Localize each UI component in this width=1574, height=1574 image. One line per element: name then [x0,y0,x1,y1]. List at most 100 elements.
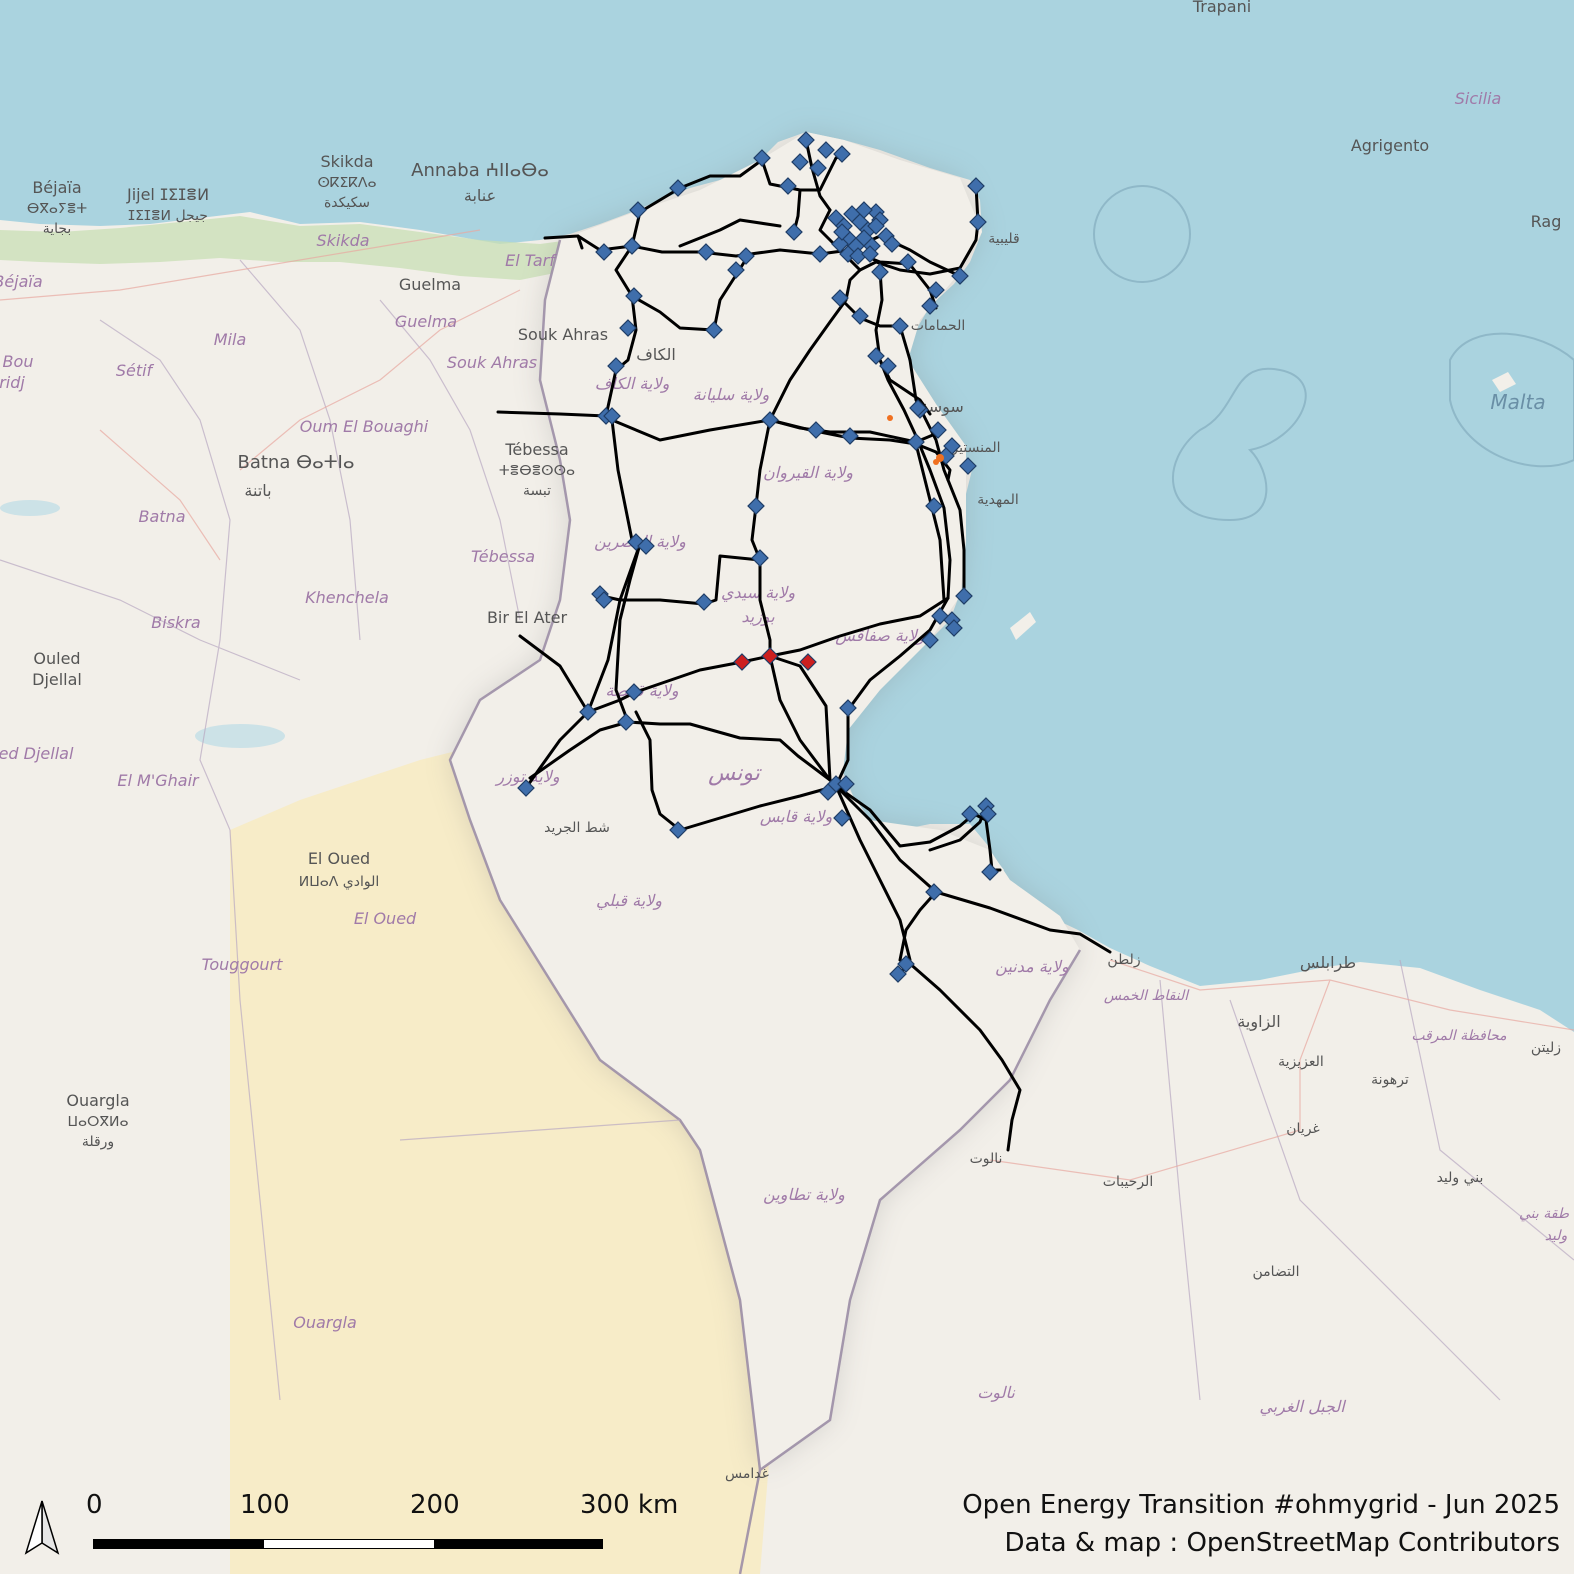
place-label: Guelma [395,312,457,331]
substations [517,131,999,983]
substation-highlight-marker [761,647,779,665]
substation-marker [779,177,797,195]
place-label: Bou [3,352,34,371]
plants [887,415,944,465]
substation-marker [841,427,859,445]
north-arrow-icon [24,1500,60,1555]
place-label: Tébessa [471,547,535,566]
place-label: باتنة [244,481,271,500]
substation-marker [595,243,613,261]
substation-marker [785,223,803,241]
substation-marker [891,317,909,335]
substation-marker [929,421,947,439]
scale-segment [94,1540,264,1548]
scale-segment [434,1540,602,1548]
substation-marker [981,863,999,881]
place-labels: Trapani Sicilia Agrigento Rag Malta Béjaïa ⴱⴳⴰ… [0,0,1570,1482]
place-label: ولاية القيروان [763,463,853,482]
substation-marker [517,779,535,797]
place-label: Ouargla [293,1313,357,1332]
scale-label-100: 100 [240,1490,290,1520]
substation-marker [907,433,925,451]
place-label: سكيكدة [324,195,370,211]
place-label: Batna [139,507,186,526]
place-label: العزيزية [1278,1054,1324,1070]
substation-marker [697,243,715,261]
substation-marker [819,783,837,801]
place-label: الكاف [636,345,676,364]
substation-marker [961,805,979,823]
place-label: Souk Ahras [518,325,608,344]
place-label: ولاية قابس [760,807,833,826]
place-label: ولاية سليانة [693,385,770,404]
substation-marker [955,587,973,605]
place-label: نالوت [970,1151,1003,1167]
place-label: طرابلس [1300,953,1356,973]
place-label: ولاية تطاوين [763,1185,845,1204]
substation-marker [897,955,915,973]
place-label: El M'Ghair [117,771,200,790]
place-label: نالوت [977,1383,1015,1402]
substation-marker [855,201,873,219]
substation-marker [831,235,849,253]
place-label: Djellal [32,670,82,689]
substation-marker [925,883,943,901]
sea-mediterranean [0,0,1574,1032]
credit-title: Open Energy Transition #ohmygrid - Jun 2… [962,1490,1560,1520]
place-label: شط الجريد [544,820,610,836]
place-label: Biskra [151,613,200,632]
substation-marker [921,631,939,649]
place-label: Ouled [33,649,80,668]
substation-marker [747,497,765,515]
place-label: بجاية [43,221,72,237]
place-label: زليتن [1531,1040,1561,1056]
place-label: Tébessa [504,440,568,459]
substation-highlight-marker [733,653,751,671]
substation-marker [669,821,687,839]
place-label: ed Djellal [0,744,74,763]
substation-marker [945,619,963,637]
substation-marker [751,549,769,567]
substation-marker [925,497,943,515]
substation-marker [669,179,687,197]
substation-marker [831,289,849,307]
substation-marker [811,245,829,263]
scale-label-0: 0 [86,1490,103,1520]
place-label: ⵙⴽⵉⴽⴷⴰ [317,175,376,191]
place-label: Guelma [399,275,461,294]
place-label: وليد [1545,1228,1568,1244]
substation-marker [603,407,621,425]
admin-boundaries [0,259,1574,1401]
substation-marker [867,347,885,365]
place-label: Béjaïa [0,272,43,291]
place-label: غدامس [725,1466,769,1482]
substation-marker [761,411,779,429]
substation-highlight-marker [799,653,817,671]
place-label: الجبل الغربي [1259,1397,1346,1416]
substation-marker [579,703,597,721]
place-label: الرحيبات [1103,1174,1153,1190]
substation-marker [837,775,855,793]
place-label: النقاط الخمس [1104,988,1190,1004]
place-label: ولاية صفاقس [835,626,925,645]
place-label: Batna ⴱⴰⵜⵏⴰ [238,452,355,473]
place-label: Sicilia [1455,89,1502,108]
place-label: ولاية الكاف [595,374,670,393]
substation-marker [927,281,945,299]
place-label: التضامن [1253,1264,1300,1280]
substation-marker [797,131,815,149]
substation-marker [899,253,917,271]
scale-segment [264,1540,434,1548]
substation-marker [879,357,897,375]
place-label: Annaba ⵄⵏⵏⴰⴱⴰ [411,160,549,181]
substation-marker [979,805,997,823]
substation-marker [807,421,825,439]
substation-marker [833,809,851,827]
place-label: ولاية توزر [494,767,559,786]
substation-marker [809,159,827,177]
place-label: محافظة المرقب [1411,1028,1507,1044]
place-label: عنابة [464,186,496,205]
substation-marker [871,263,889,281]
place-label: El Tarf [505,251,557,270]
